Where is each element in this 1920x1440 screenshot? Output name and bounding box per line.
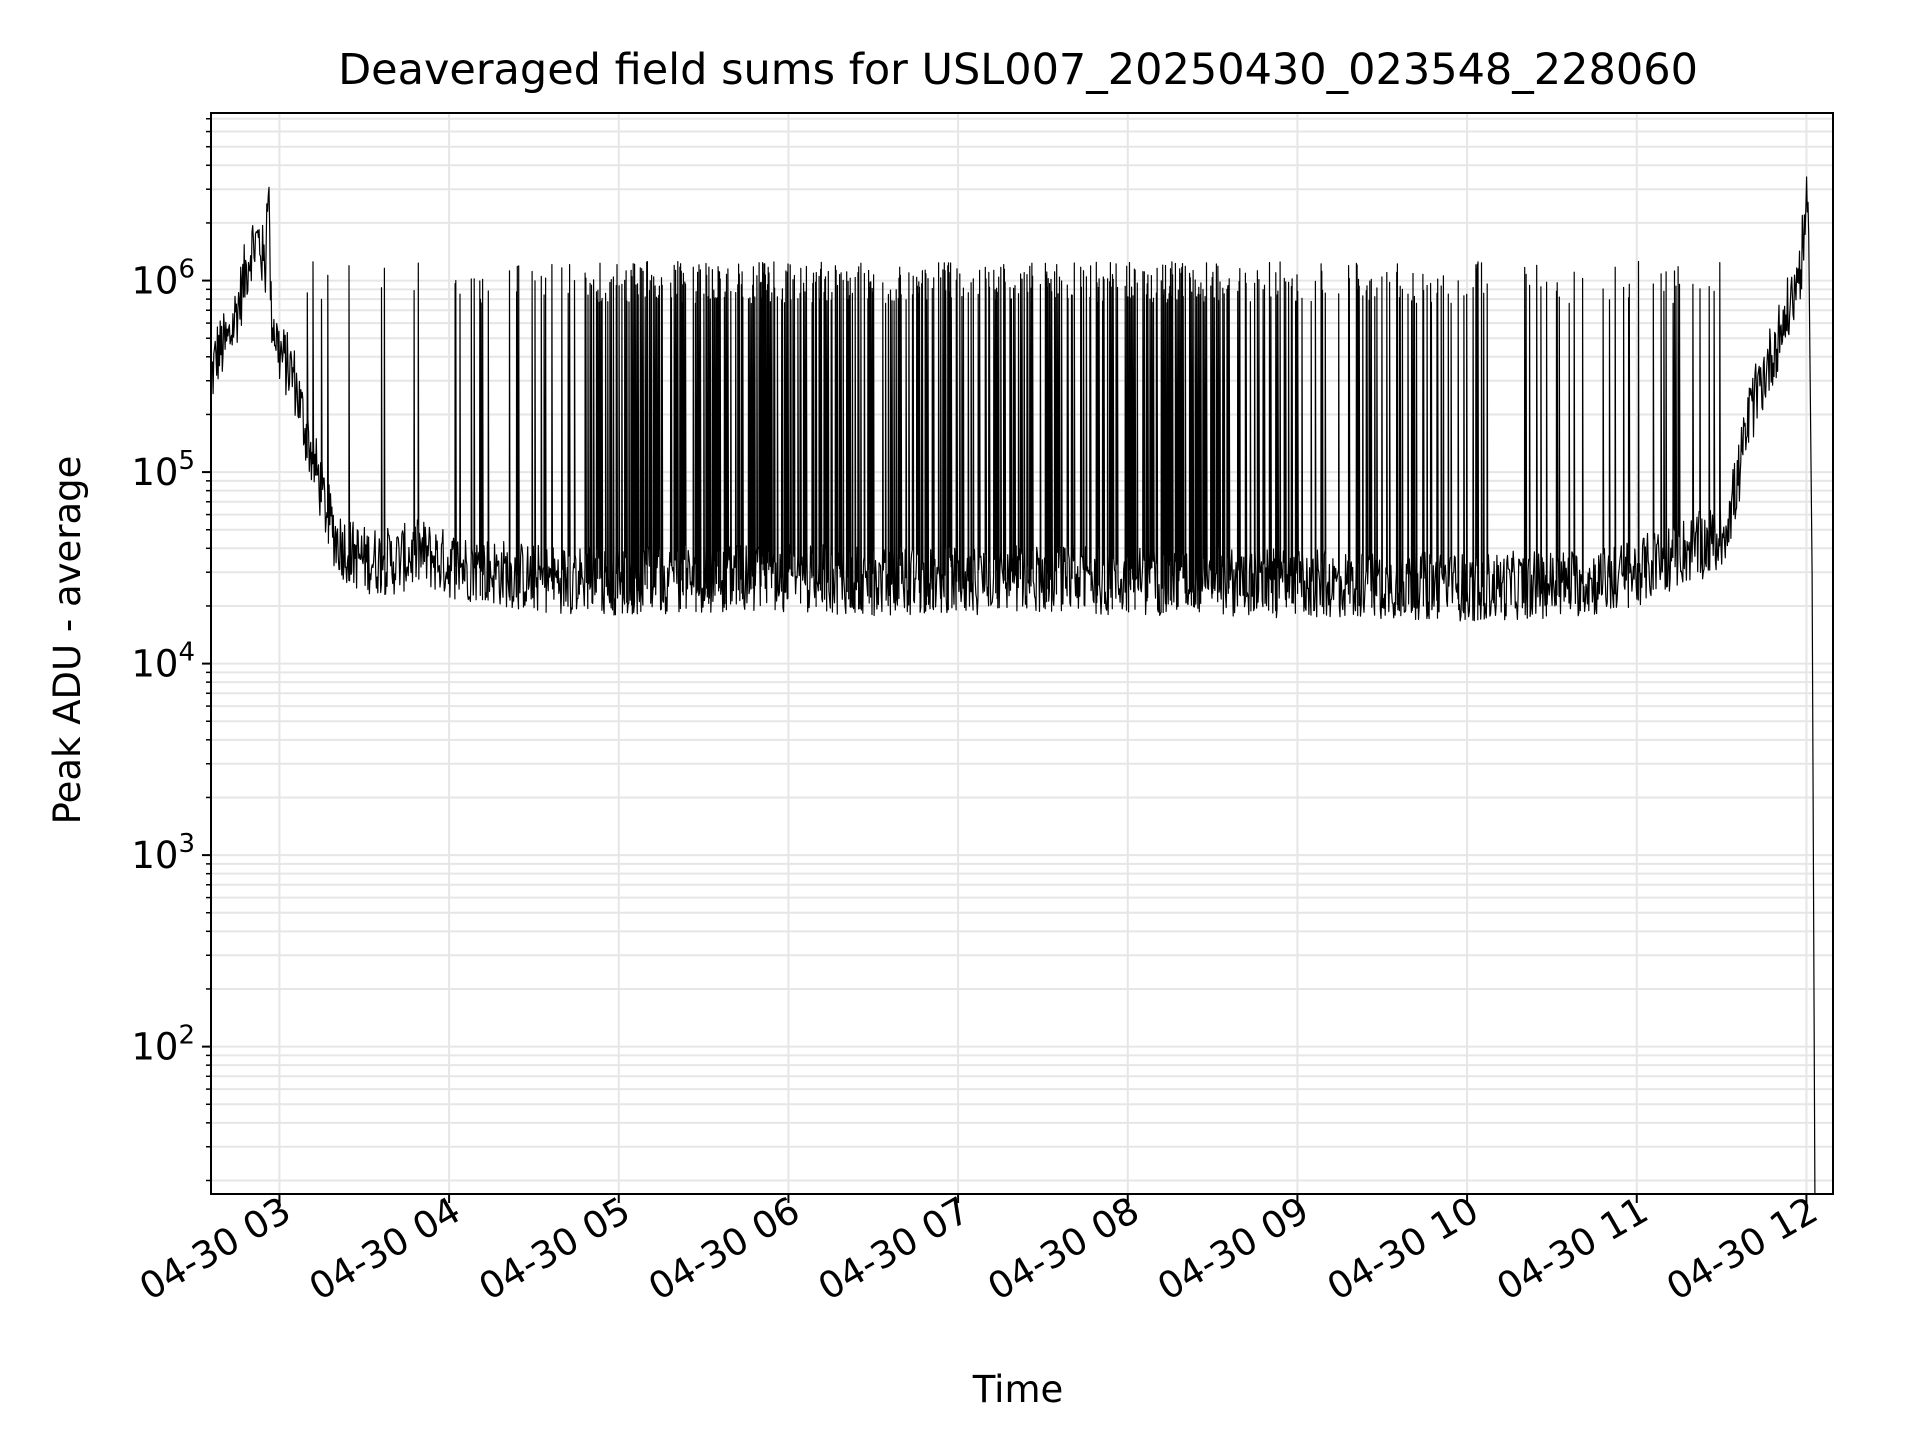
x-axis-label: Time (972, 1368, 1064, 1411)
y-axis-label: Peak ADU - average (46, 456, 89, 825)
y-tick-label: 105 (131, 446, 195, 494)
y-tick-label: 106 (131, 255, 195, 303)
chart-title: Deaveraged field sums for USL007_2025043… (338, 45, 1698, 95)
minor-gridlines (211, 117, 1833, 1182)
y-tick-label: 103 (131, 829, 195, 877)
data-series (210, 176, 1816, 1195)
y-tick-labels: 102 103 104 105 106 (131, 255, 195, 1069)
y-tick-label: 104 (131, 638, 195, 686)
axis-ticks (202, 117, 1808, 1203)
y-tick-label: 102 (131, 1021, 195, 1069)
plot-frame (210, 112, 1834, 1195)
series-line (210, 176, 1816, 1195)
